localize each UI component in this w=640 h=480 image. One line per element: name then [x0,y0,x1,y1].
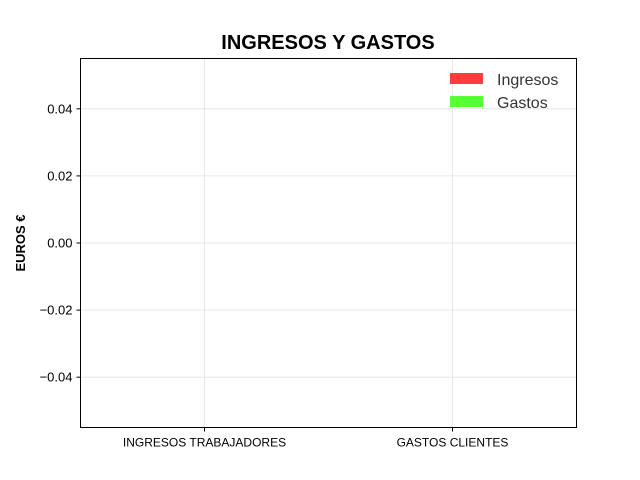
legend-label-gastos: Gastos [497,95,548,112]
y-tick-label: 0.04 [47,101,72,116]
x-tick-label: INGRESOS TRABAJADORES [123,436,286,450]
legend-label-ingresos: Ingresos [497,72,558,89]
y-axis-label: EUROS € [13,214,28,271]
chart-title: INGRESOS Y GASTOS [221,32,434,54]
grid-layer [80,58,577,428]
x-tick-label: GASTOS CLIENTES [397,436,509,450]
y-tick-label: −0.02 [40,303,73,318]
legend-swatch-gastos [450,96,483,107]
y-tick-label: 0.00 [47,236,72,251]
y-axis-ticks: 0.04 0.02 0.00 −0.02 −0.04 [40,101,81,385]
y-tick-label: 0.02 [47,168,72,183]
legend-swatch-ingresos [450,73,483,84]
legend: Ingresos Gastos [450,72,558,112]
y-tick-label: −0.04 [40,370,73,385]
x-axis-ticks: INGRESOS TRABAJADORES GASTOS CLIENTES [123,427,509,450]
